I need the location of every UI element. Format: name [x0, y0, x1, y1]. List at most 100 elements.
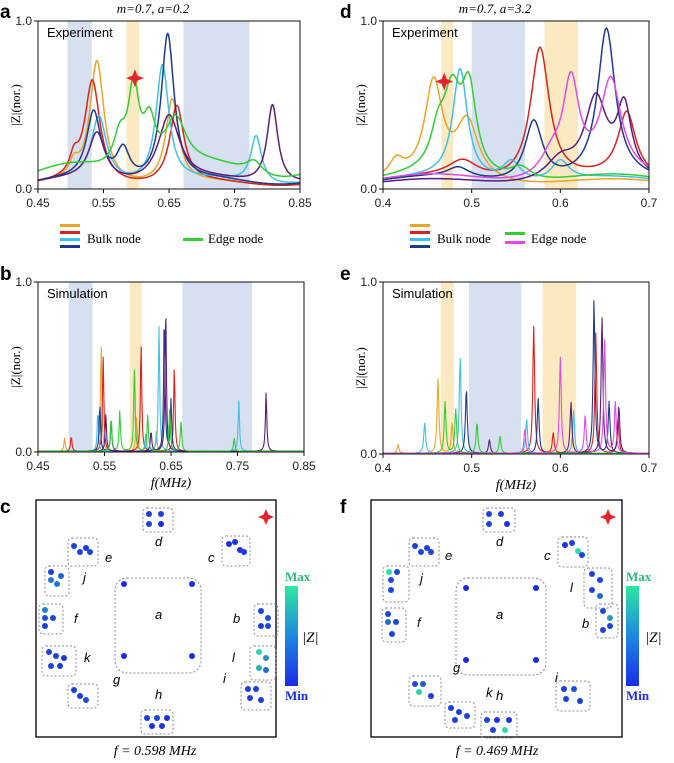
group-box-j	[382, 565, 410, 603]
node-map-c: a	[35, 499, 277, 738]
legend-left-bulk-label: Bulk node	[87, 231, 141, 246]
node-dot	[589, 587, 595, 593]
legend-bulk-swatch-3	[60, 238, 80, 241]
node-dot	[385, 611, 391, 617]
node-dot	[232, 539, 238, 545]
node-dot	[265, 623, 271, 629]
y-axis-label: |Z|(nor.)	[8, 346, 23, 388]
series-line	[38, 78, 300, 186]
legend-left-edge-label: Edge node	[208, 231, 263, 246]
node-dot	[424, 545, 430, 551]
node-dot	[600, 608, 606, 614]
node-dot	[418, 549, 424, 555]
panel-letter-b: b	[0, 264, 12, 285]
group-box-c	[221, 535, 251, 567]
node-dot	[164, 715, 170, 721]
node-dot	[575, 548, 581, 554]
node-label-b: b	[582, 616, 589, 631]
node-dot	[394, 569, 400, 575]
node-label-h: h	[155, 687, 162, 702]
series-line	[383, 46, 649, 180]
node-dot	[48, 577, 54, 583]
highlight-band	[182, 282, 253, 452]
x-tick-label: 0.75	[223, 196, 247, 210]
group-box-a	[114, 577, 202, 674]
node-dot	[589, 571, 595, 577]
node-label-a: a	[496, 607, 503, 622]
legend-right-bulk-label: Bulk node	[437, 231, 491, 246]
node-dot	[42, 623, 48, 629]
group-box-i	[240, 681, 272, 711]
legend-right: Bulk node Edge node	[410, 224, 586, 248]
series-group	[38, 32, 300, 187]
node-dot	[121, 581, 127, 587]
panel-letter-c: c	[0, 497, 11, 518]
y-tick-label: 1.0	[15, 275, 32, 289]
x-tick-label: 0.5	[463, 196, 480, 210]
node-dot	[54, 581, 60, 587]
legend-edge-swatch-magenta	[505, 241, 525, 244]
node-label-k: k	[84, 650, 92, 665]
inbox-label: Simulation	[47, 286, 108, 301]
node-dot	[256, 665, 262, 671]
node-dot	[569, 540, 575, 546]
node-dot	[247, 695, 253, 701]
colorbar-c-label: |Z|	[302, 630, 319, 646]
x-tick-label: 0.55	[93, 459, 117, 473]
node-dot	[597, 593, 603, 599]
node-dot	[484, 717, 490, 723]
node-dot	[42, 615, 48, 621]
series-line	[38, 32, 300, 185]
node-map-frame	[35, 499, 277, 738]
node-dot	[144, 715, 150, 721]
node-dot	[258, 608, 264, 614]
panel-letter-e: e	[340, 264, 351, 285]
legend-bulk-swatch-2	[410, 231, 430, 234]
y-tick-label: 1.0	[360, 14, 377, 28]
colorbar-f-label: |Z|	[645, 630, 662, 646]
node-label-c: c	[544, 548, 551, 563]
node-dot	[158, 511, 164, 517]
highlight-band	[183, 21, 250, 189]
y-axis-label: |Z|(nor.)	[353, 347, 368, 389]
colorbar-f	[626, 586, 639, 686]
panel-c-caption: f = 0.598 MHz	[114, 744, 197, 759]
series-group	[383, 27, 649, 183]
node-dot	[241, 549, 247, 555]
x-tick-label: 0.5	[463, 461, 480, 475]
node-dot	[561, 686, 567, 692]
x-axis-label: f(MHz)	[496, 478, 537, 493]
group-box-d	[482, 507, 516, 533]
x-tick-label: 0.4	[375, 461, 392, 475]
group-box-i	[555, 680, 591, 712]
inbox-label: Experiment	[47, 25, 113, 40]
x-tick-label: 0.45	[26, 196, 50, 210]
group-box-k	[41, 645, 77, 677]
series-group	[383, 300, 649, 454]
node-dot	[502, 727, 508, 733]
node-label-e: e	[105, 550, 112, 565]
highlight-band	[67, 21, 92, 189]
node-dot	[265, 615, 271, 621]
node-dot	[258, 623, 264, 629]
group-box-a	[455, 577, 547, 676]
legend-bulk-swatch-4	[60, 245, 80, 248]
series-line	[383, 70, 649, 178]
series-line	[383, 92, 649, 183]
series-line	[383, 67, 649, 180]
group-box-e	[408, 537, 440, 567]
node-dot	[533, 657, 539, 663]
group-box-k	[444, 701, 476, 729]
highlight-band	[440, 282, 454, 454]
series-group	[38, 318, 304, 452]
node-dot	[154, 715, 160, 721]
star-icon	[600, 509, 616, 525]
group-box-b	[253, 603, 279, 637]
node-dot	[563, 696, 569, 702]
node-dot	[149, 723, 155, 729]
node-dot	[464, 713, 470, 719]
node-label-l: l	[570, 580, 574, 595]
node-dot	[393, 619, 399, 625]
chart-panel-b: 0.45 0.55 0.65 0.75 0.85 0.0 1.0 |Z|(nor.) f(MHz…	[8, 275, 316, 491]
